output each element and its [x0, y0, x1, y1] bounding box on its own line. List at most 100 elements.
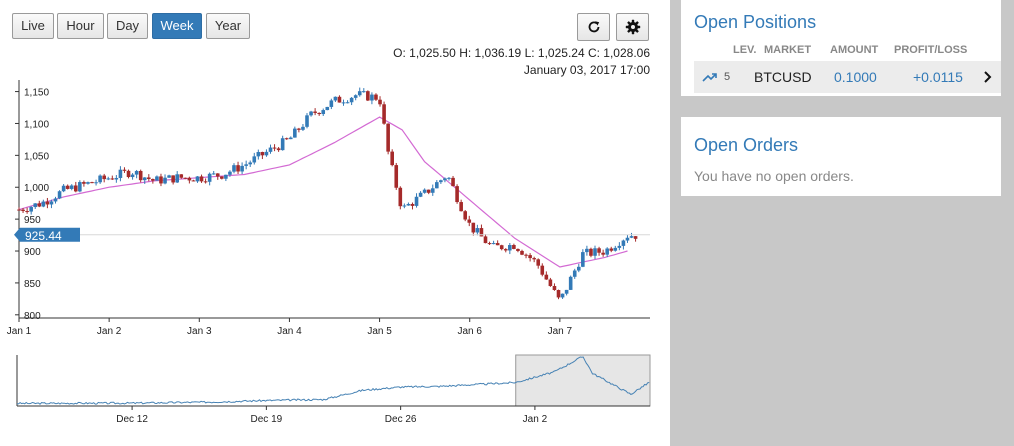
candle-body — [207, 173, 212, 182]
candle-body — [341, 102, 346, 104]
candle-body — [317, 112, 321, 115]
candle-body — [215, 173, 220, 177]
trending-up-icon — [702, 73, 717, 82]
candle-body — [629, 236, 634, 238]
candle-body — [370, 94, 374, 101]
open-orders-empty: You have no open orders. — [694, 168, 854, 184]
candle-body — [17, 209, 21, 211]
position-row[interactable]: 5 BTCUSD 0.1000 +0.0115 — [694, 61, 1001, 93]
candle-body — [609, 248, 614, 251]
candle-body — [21, 209, 25, 212]
candle-body — [520, 250, 524, 255]
candle-body — [589, 248, 593, 256]
col-market: MARKET — [764, 44, 812, 56]
range-button-year[interactable]: Year — [206, 13, 250, 39]
candle-body — [244, 164, 248, 166]
ohlc-readout: O: 1,025.50 H: 1,036.19 L: 1,025.24 C: 1… — [393, 45, 650, 79]
candle-body — [366, 91, 370, 101]
open-positions-panel: Open Positions LEV. MARKET AMOUNT PROFIT… — [681, 0, 1001, 96]
x-tick-label: Jan 1 — [7, 326, 32, 337]
range-button-live[interactable]: Live — [12, 13, 54, 39]
candle-body — [252, 156, 257, 163]
x-tick-label: Jan 5 — [367, 326, 392, 337]
candle-body — [459, 202, 463, 212]
candle-body — [621, 240, 626, 246]
sidebar: Open Positions LEV. MARKET AMOUNT PROFIT… — [670, 0, 1014, 446]
x-tick-label: Jan 3 — [187, 326, 212, 337]
candle-body — [309, 111, 313, 116]
price-chart[interactable]: 800 850 900 950 1,000 1,050 1,100 1,150 Jan 1 Jan… — [0, 0, 670, 340]
candle-body — [633, 236, 638, 239]
candle-body — [288, 137, 293, 140]
candle-body — [414, 196, 419, 206]
candle-body — [528, 255, 532, 259]
candle-body — [560, 293, 565, 298]
ohlc-values: O: 1,025.50 H: 1,036.19 L: 1,025.24 C: 1… — [393, 46, 650, 60]
candle-body — [593, 248, 597, 256]
candle-body — [134, 170, 139, 175]
candle-body — [25, 211, 29, 213]
candle-body — [349, 97, 354, 103]
candle-body — [73, 185, 78, 192]
candle-body — [390, 151, 394, 166]
candle-body — [325, 106, 330, 111]
open-orders-title: Open Orders — [694, 135, 799, 155]
y-tick-label: 950 — [24, 215, 41, 226]
candle-body — [471, 222, 476, 233]
candle-body — [98, 175, 102, 183]
candle-body — [467, 219, 472, 223]
candle-body — [151, 179, 155, 181]
candle-body — [130, 174, 135, 178]
candle-body — [276, 148, 281, 151]
position-market: BTCUSD — [754, 69, 812, 85]
candle-body — [495, 243, 500, 246]
candle-body — [248, 162, 253, 165]
candle-body — [337, 96, 342, 103]
timestamp-readout: January 03, 2017 17:00 — [523, 63, 650, 77]
y-tick-label: 1,050 — [24, 151, 49, 162]
candle-body — [382, 104, 386, 124]
candle-body — [386, 123, 390, 152]
candle-body — [118, 169, 123, 178]
candle-body — [61, 185, 66, 192]
open-positions-title: Open Positions — [694, 12, 817, 32]
candle-body — [53, 198, 58, 202]
range-button-week[interactable]: Week — [152, 13, 202, 39]
x-tick-label: Jan 6 — [457, 326, 482, 337]
candle-body — [552, 286, 557, 291]
candle-body — [90, 182, 94, 184]
candle-body — [305, 115, 309, 127]
candle-body — [483, 236, 488, 244]
chevron-right-icon[interactable] — [983, 71, 993, 83]
range-button-day[interactable]: Day — [107, 13, 148, 39]
candle-body — [78, 182, 82, 192]
candle-body — [199, 176, 204, 182]
candle-body — [378, 99, 382, 105]
candle-body — [321, 110, 326, 115]
candle-body — [268, 147, 273, 152]
candle-body — [475, 228, 480, 233]
candle-body — [406, 203, 411, 206]
candle-body — [345, 102, 350, 104]
refresh-button[interactable] — [577, 13, 610, 41]
refresh-icon — [588, 21, 599, 33]
settings-button[interactable] — [616, 13, 649, 41]
candle-body — [357, 91, 362, 96]
candle-body — [49, 201, 54, 205]
candle-body — [33, 203, 38, 208]
candle-body — [159, 176, 163, 184]
candle-body — [220, 176, 224, 179]
navigator-brush — [515, 354, 651, 407]
candle-body — [236, 165, 240, 172]
range-button-hour[interactable]: Hour — [57, 13, 104, 39]
candle-body — [597, 248, 601, 253]
candle-body — [142, 177, 147, 181]
candle-body — [540, 265, 545, 275]
col-pnl: PROFIT/LOSS — [894, 44, 968, 56]
candle-body — [163, 177, 167, 184]
candle-body — [426, 189, 431, 193]
navigator-chart[interactable]: Dec 12 Dec 19 Dec 26 Jan 2 — [0, 350, 670, 446]
navigator-x-tick-label: Dec 12 — [116, 414, 148, 425]
candle-body — [232, 165, 236, 172]
candle-body — [503, 249, 508, 251]
